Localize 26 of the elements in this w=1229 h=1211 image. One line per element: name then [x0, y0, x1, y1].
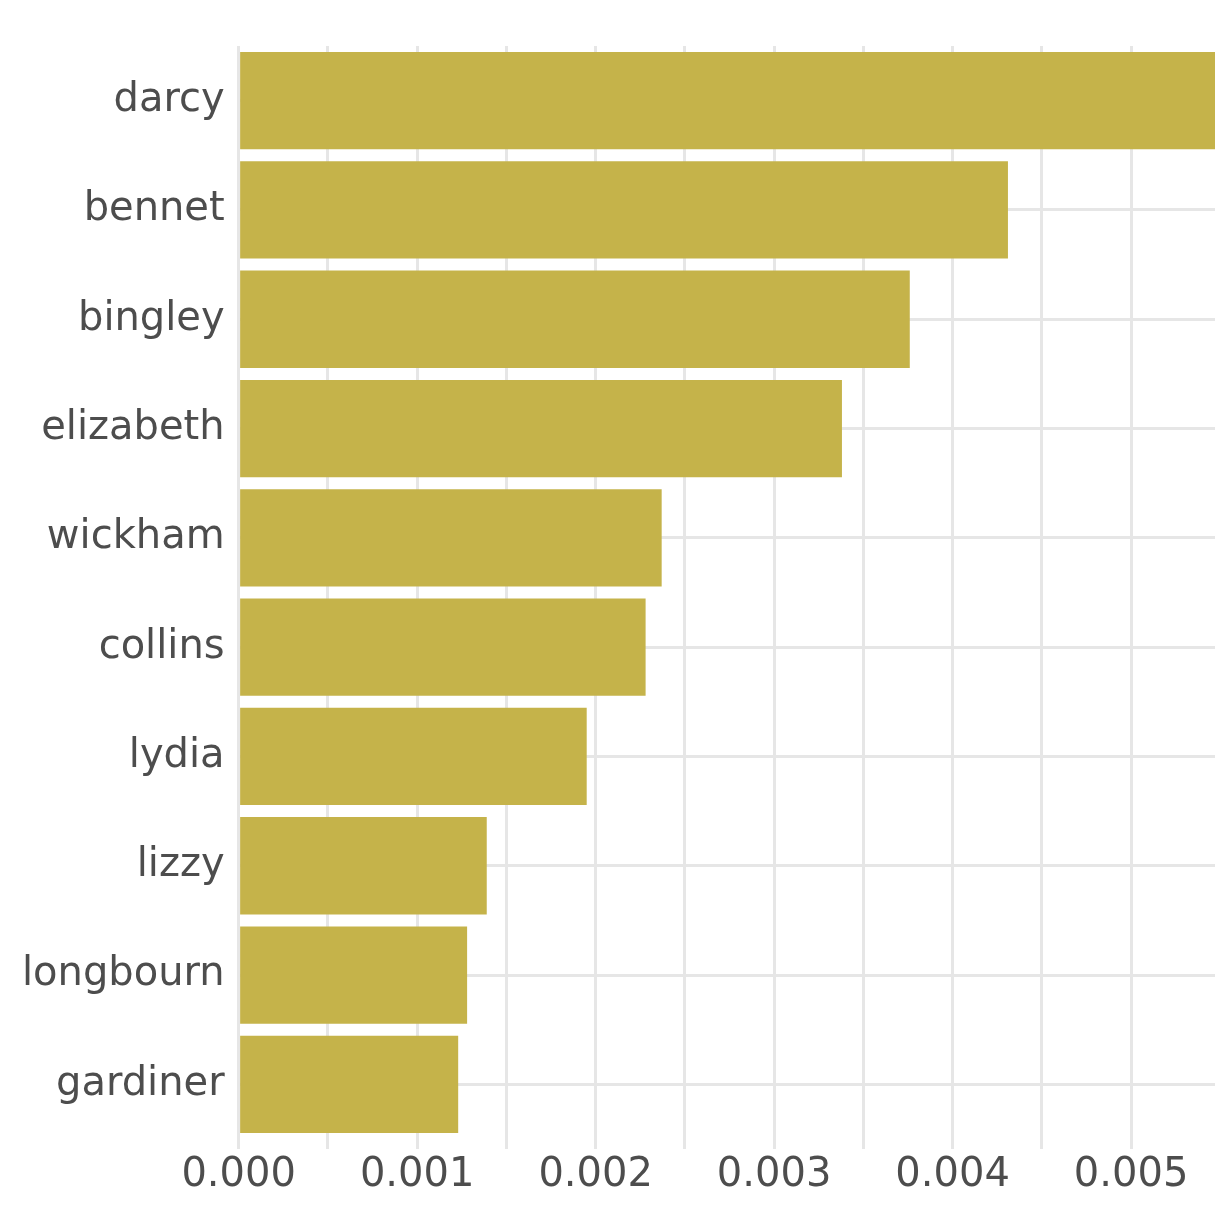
bar [240, 926, 468, 1024]
bar [240, 817, 487, 915]
y-tick-label: bingley [78, 292, 225, 339]
bar [240, 161, 1008, 259]
x-tick-label: 0.005 [1073, 1149, 1189, 1196]
bar [240, 379, 842, 478]
y-tick-label: gardiner [56, 1057, 226, 1104]
bar [240, 598, 646, 696]
x-tick-label: 0.003 [716, 1149, 832, 1196]
y-tick-label: elizabeth [41, 401, 225, 448]
y-tick-label: wickham [46, 511, 225, 558]
bar [240, 52, 1215, 150]
bar [240, 707, 587, 806]
x-tick-label: 0.004 [895, 1149, 1010, 1196]
y-tick-label: bennet [83, 183, 225, 230]
y-tick-label: collins [98, 620, 225, 667]
x-tick-label: 0.001 [359, 1149, 475, 1196]
y-tick-label: darcy [113, 74, 225, 121]
y-tick-label: lizzy [136, 839, 225, 886]
bar [240, 1035, 459, 1133]
y-tick-label: lydia [128, 729, 225, 776]
y-tick-label: longbourn [22, 948, 225, 995]
x-tick-label: 0.000 [181, 1149, 296, 1196]
bar [240, 489, 662, 587]
bar [240, 270, 910, 368]
x-tick-label: 0.002 [538, 1149, 653, 1196]
